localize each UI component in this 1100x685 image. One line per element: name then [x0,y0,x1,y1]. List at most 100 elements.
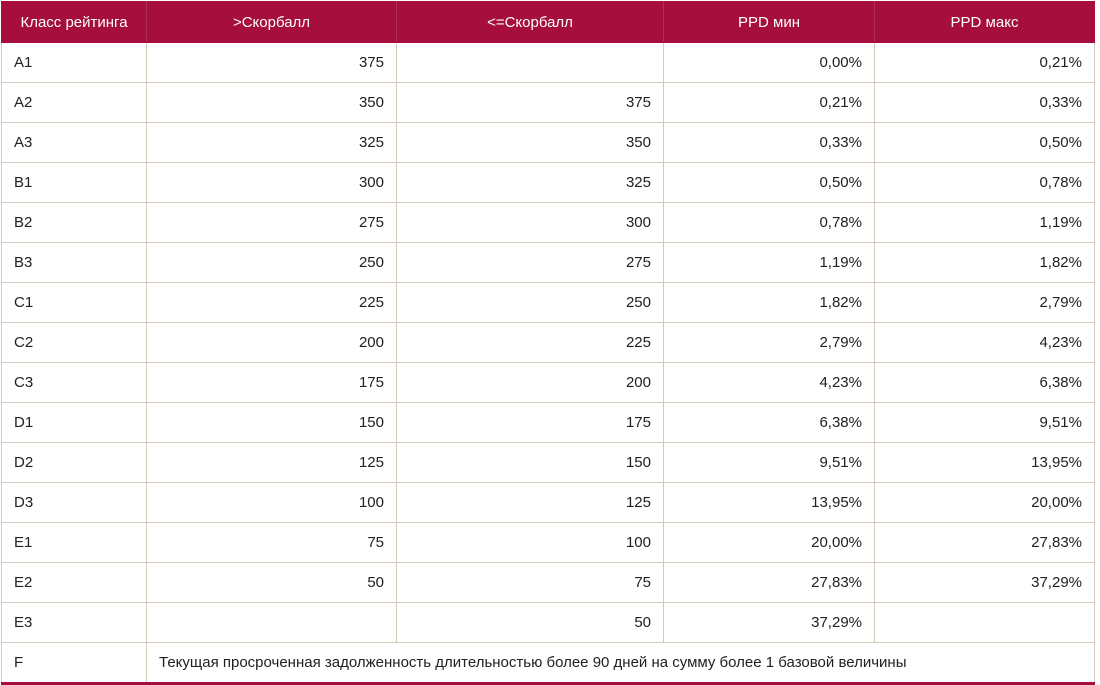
table-row: B3 250 275 1,19% 1,82% [1,242,1095,283]
table-row: E1 75 100 20,00% 27,83% [1,522,1095,563]
value-cell: 0,33% [874,82,1095,123]
value-cell: 0,50% [663,162,875,203]
rating-class-cell: D1 [1,402,147,443]
value-cell: 37,29% [663,602,875,643]
value-cell [396,42,664,83]
value-cell: 375 [146,42,397,83]
column-header-ppd-min: PPD мин [663,1,875,43]
value-cell: 2,79% [663,322,875,363]
value-cell: 1,82% [663,282,875,323]
rating-class-cell: E1 [1,522,147,563]
rating-class-cell: C3 [1,362,147,403]
value-cell: 250 [146,242,397,283]
table-row: A2 350 375 0,21% 0,33% [1,82,1095,123]
table-row-merged: F Текущая просроченная задолженность длит… [1,642,1095,684]
value-cell: 325 [396,162,664,203]
value-cell: 175 [396,402,664,443]
table-row: D1 150 175 6,38% 9,51% [1,402,1095,443]
value-cell [146,602,397,643]
value-cell: 37,29% [874,562,1095,603]
note-cell: Текущая просроченная задолженность длите… [146,642,1095,684]
rating-class-cell: F [1,642,147,684]
value-cell: 0,78% [874,162,1095,203]
value-cell: 225 [146,282,397,323]
rating-class-cell: B3 [1,242,147,283]
rating-class-cell: A1 [1,42,147,83]
value-cell: 125 [146,442,397,483]
value-cell: 150 [146,402,397,443]
value-cell: 1,19% [663,242,875,283]
rating-class-cell: B2 [1,202,147,243]
value-cell: 300 [396,202,664,243]
table-row: E2 50 75 27,83% 37,29% [1,562,1095,603]
value-cell: 0,00% [663,42,875,83]
table-body: A1 375 0,00% 0,21% A2 350 375 0,21% 0,33% A3 325 35… [1,42,1095,684]
value-cell: 275 [146,202,397,243]
value-cell: 50 [396,602,664,643]
table-row: C3 175 200 4,23% 6,38% [1,362,1095,403]
value-cell: 150 [396,442,664,483]
column-header-score-gt: >Скорбалл [146,1,397,43]
value-cell: 9,51% [663,442,875,483]
rating-class-cell: A3 [1,122,147,163]
value-cell: 13,95% [663,482,875,523]
rating-class-cell: C2 [1,322,147,363]
table-row: D3 100 125 13,95% 20,00% [1,482,1095,523]
value-cell: 20,00% [874,482,1095,523]
value-cell: 0,21% [663,82,875,123]
column-header-score-lte: <=Скорбалл [396,1,664,43]
table-header: Класс рейтинга >Скорбалл <=Скорбалл PPD … [1,1,1095,43]
value-cell: 175 [146,362,397,403]
table-row: A1 375 0,00% 0,21% [1,42,1095,83]
table-row: C1 225 250 1,82% 2,79% [1,282,1095,323]
value-cell: 275 [396,242,664,283]
value-cell: 0,78% [663,202,875,243]
table-row: E3 50 37,29% [1,602,1095,643]
rating-class-cell: E3 [1,602,147,643]
value-cell: 4,23% [663,362,875,403]
value-cell: 1,82% [874,242,1095,283]
value-cell: 0,33% [663,122,875,163]
value-cell: 0,50% [874,122,1095,163]
value-cell: 350 [396,122,664,163]
value-cell: 50 [146,562,397,603]
rating-class-cell: D3 [1,482,147,523]
value-cell: 125 [396,482,664,523]
rating-class-cell: B1 [1,162,147,203]
value-cell: 20,00% [663,522,875,563]
value-cell: 13,95% [874,442,1095,483]
value-cell: 100 [396,522,664,563]
value-cell: 27,83% [874,522,1095,563]
value-cell: 6,38% [663,402,875,443]
header-row: Класс рейтинга >Скорбалл <=Скорбалл PPD … [1,1,1095,43]
value-cell: 350 [146,82,397,123]
value-cell: 325 [146,122,397,163]
value-cell: 27,83% [663,562,875,603]
table-row: D2 125 150 9,51% 13,95% [1,442,1095,483]
rating-class-cell: C1 [1,282,147,323]
column-header-rating-class: Класс рейтинга [1,1,147,43]
value-cell: 100 [146,482,397,523]
value-cell: 2,79% [874,282,1095,323]
table-row: C2 200 225 2,79% 4,23% [1,322,1095,363]
value-cell: 9,51% [874,402,1095,443]
value-cell: 75 [146,522,397,563]
rating-class-cell: E2 [1,562,147,603]
value-cell: 1,19% [874,202,1095,243]
value-cell: 75 [396,562,664,603]
table-row: B1 300 325 0,50% 0,78% [1,162,1095,203]
rating-class-cell: D2 [1,442,147,483]
value-cell [874,602,1095,643]
rating-class-cell: A2 [1,82,147,123]
table-row: A3 325 350 0,33% 0,50% [1,122,1095,163]
value-cell: 225 [396,322,664,363]
value-cell: 4,23% [874,322,1095,363]
value-cell: 200 [146,322,397,363]
table-row: B2 275 300 0,78% 1,19% [1,202,1095,243]
column-header-ppd-max: PPD макс [874,1,1095,43]
value-cell: 250 [396,282,664,323]
value-cell: 6,38% [874,362,1095,403]
value-cell: 300 [146,162,397,203]
